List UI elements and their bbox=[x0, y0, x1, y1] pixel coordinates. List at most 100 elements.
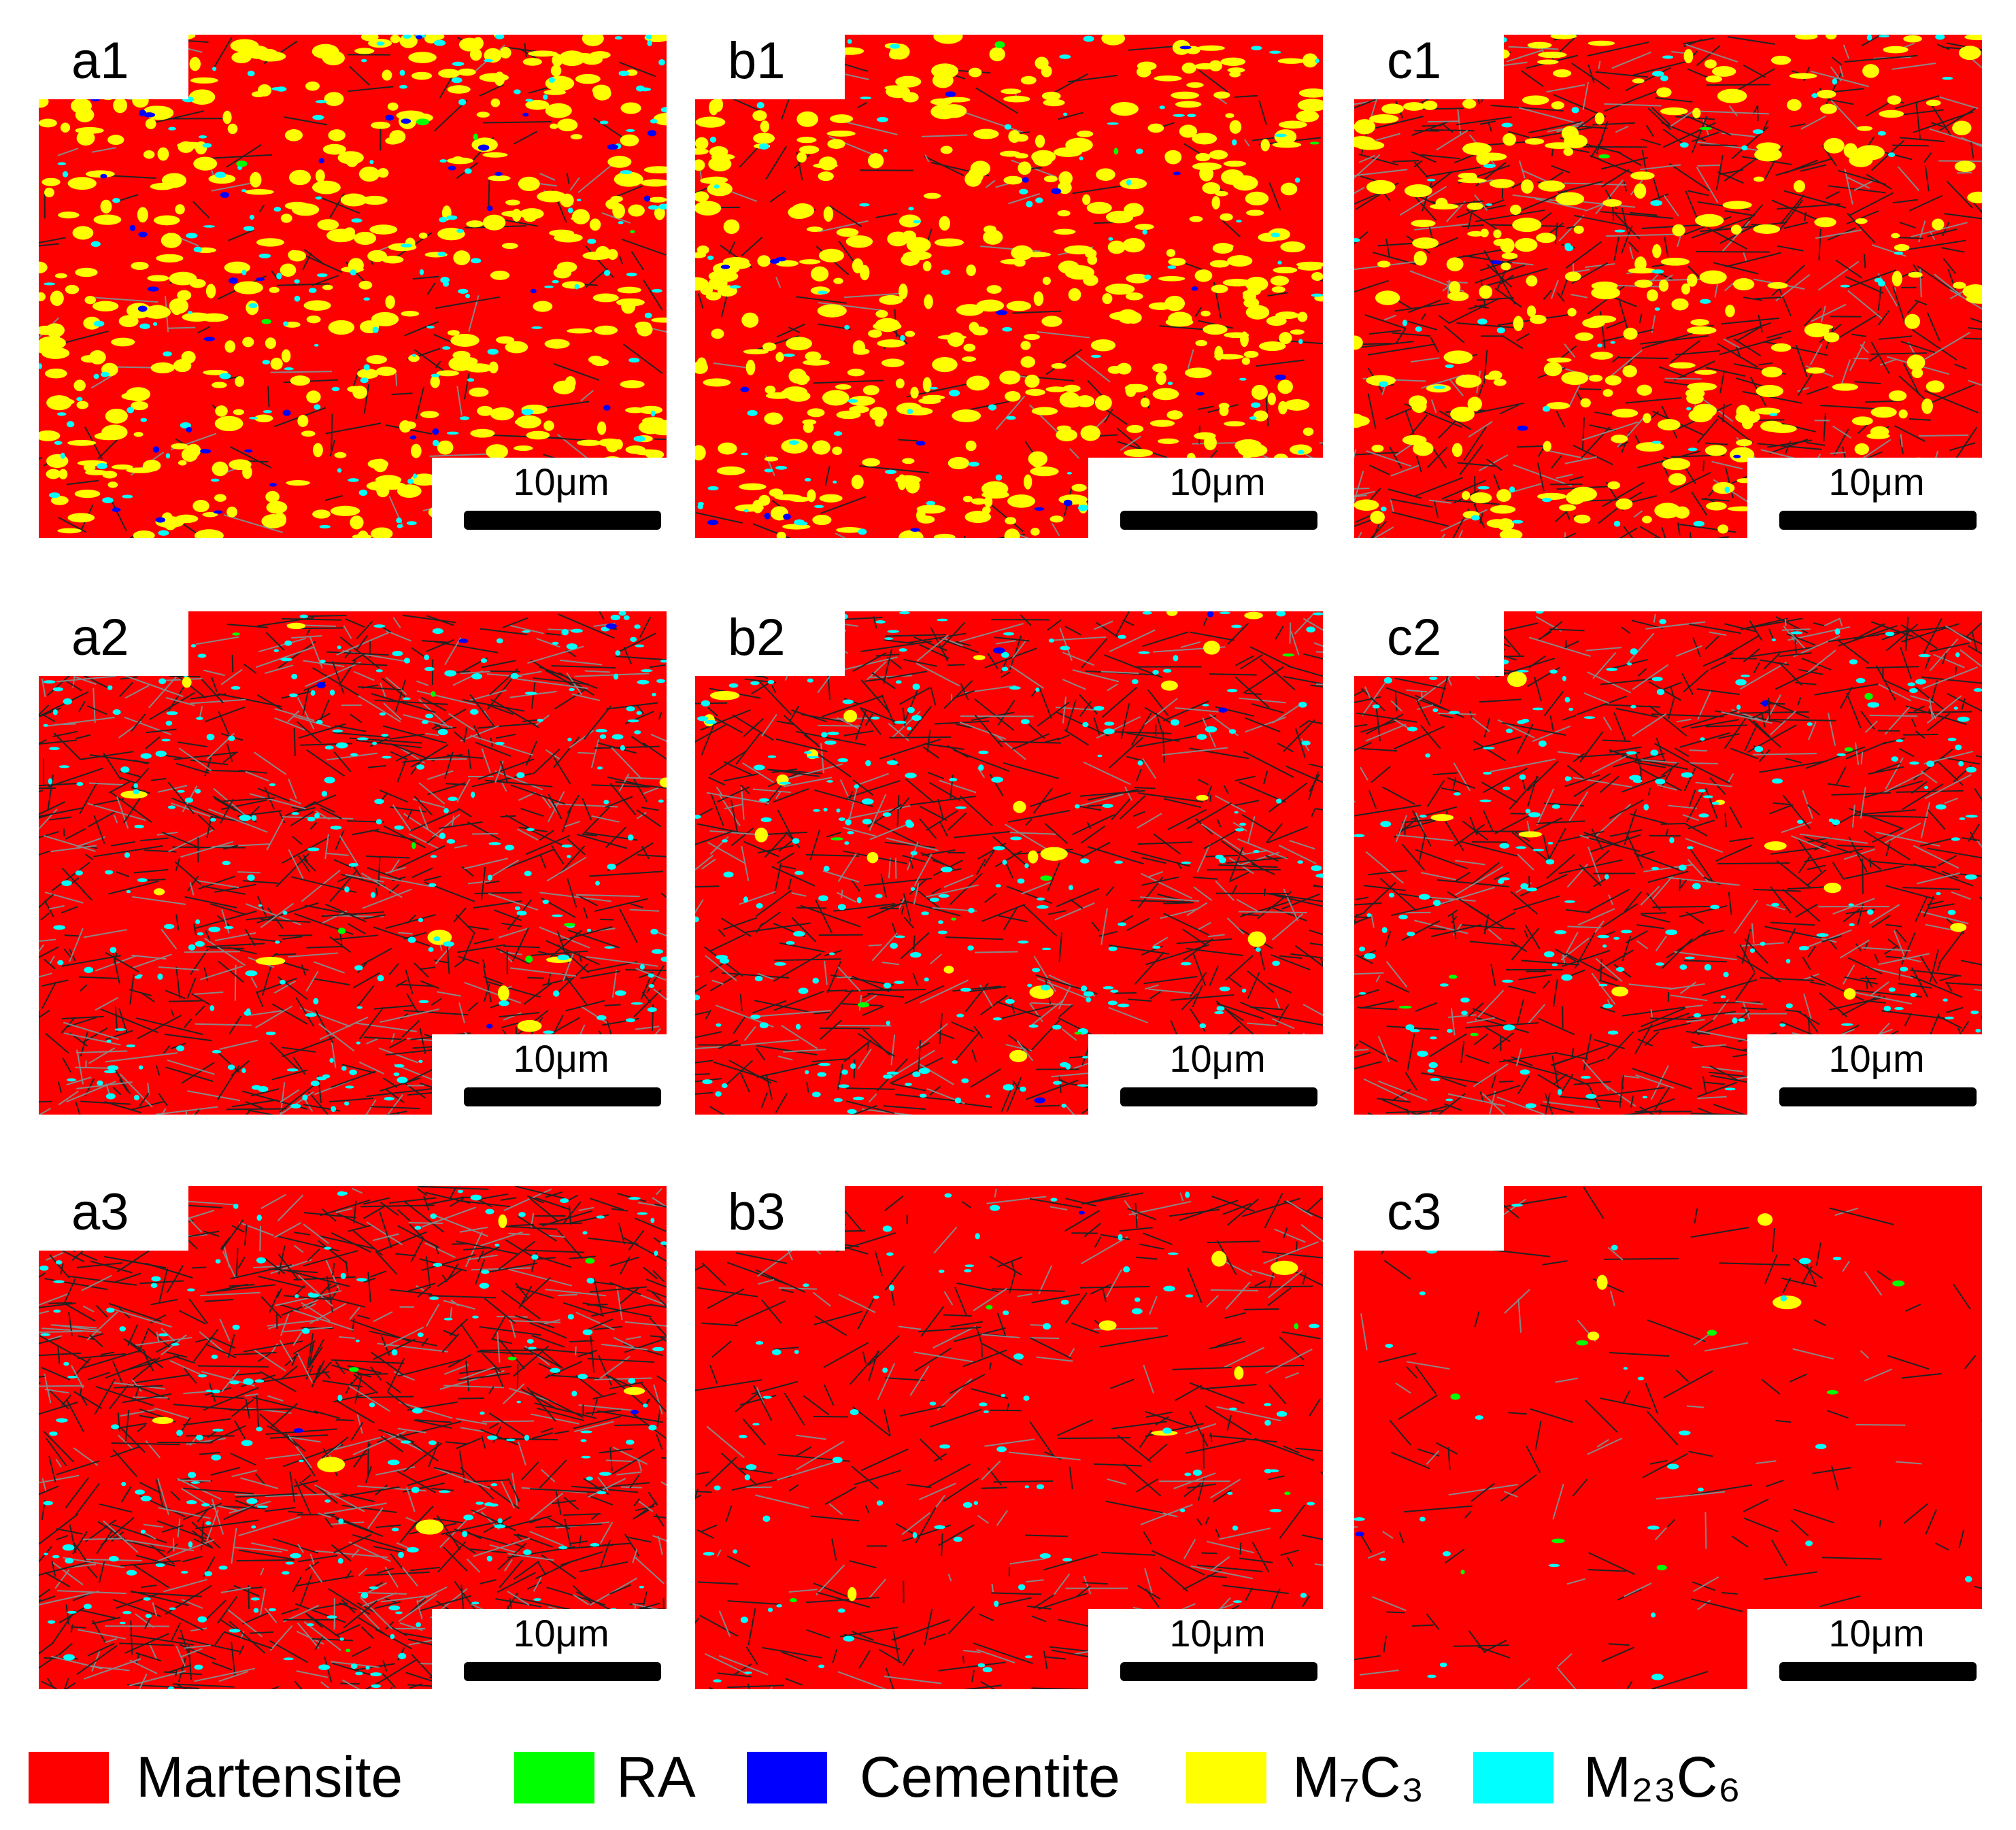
boundary bbox=[1244, 139, 1250, 147]
m23c6-particle bbox=[494, 741, 505, 745]
m7c3-particle bbox=[385, 137, 401, 145]
matrix bbox=[695, 611, 1323, 1115]
boundary bbox=[95, 996, 119, 1011]
boundary bbox=[488, 179, 490, 208]
m23c6-particle bbox=[610, 614, 620, 621]
boundary bbox=[366, 855, 410, 859]
m7c3-particle bbox=[1543, 362, 1562, 377]
boundary bbox=[363, 384, 370, 414]
m7c3-particle bbox=[358, 166, 380, 182]
boundary bbox=[1441, 479, 1486, 500]
m23c6-particle bbox=[402, 697, 411, 700]
boundary bbox=[401, 1081, 426, 1099]
m7c3-particle bbox=[208, 173, 236, 184]
boundary bbox=[204, 937, 246, 966]
boundary bbox=[1892, 63, 1936, 70]
boundary bbox=[1196, 921, 1211, 931]
boundary bbox=[1651, 875, 1675, 902]
m23c6-particle bbox=[912, 683, 920, 690]
boundary bbox=[941, 622, 966, 648]
m23c6-particle bbox=[658, 799, 664, 803]
boundary bbox=[1494, 871, 1510, 881]
m23c6-particle bbox=[1935, 35, 1945, 40]
m23c6-particle bbox=[241, 189, 247, 192]
scale-bar bbox=[1120, 511, 1317, 530]
boundary bbox=[1370, 520, 1388, 538]
m7c3-particle bbox=[1588, 375, 1603, 382]
m7c3-particle bbox=[648, 197, 667, 203]
boundary bbox=[1368, 1113, 1372, 1115]
boundary bbox=[1625, 67, 1671, 92]
boundary bbox=[564, 820, 581, 828]
m23c6-particle bbox=[416, 764, 424, 770]
m7c3-particle bbox=[1196, 794, 1209, 801]
m7c3-particle bbox=[1862, 64, 1879, 78]
boundary bbox=[1898, 166, 1920, 191]
boundary bbox=[357, 695, 401, 723]
m7c3-particle bbox=[967, 167, 984, 184]
boundary bbox=[390, 751, 408, 760]
boundary bbox=[409, 808, 460, 832]
m23c6-particle bbox=[126, 889, 131, 894]
m7c3-particle bbox=[922, 377, 932, 393]
m7c3-particle bbox=[653, 113, 667, 126]
boundary bbox=[167, 685, 186, 712]
m7c3-particle bbox=[1480, 228, 1489, 237]
m7c3-particle bbox=[1611, 435, 1628, 443]
m7c3-particle bbox=[190, 77, 218, 84]
boundary bbox=[633, 779, 648, 802]
m7c3-particle bbox=[1770, 55, 1792, 65]
m7c3-particle bbox=[1908, 271, 1923, 278]
boundary bbox=[1654, 743, 1690, 764]
boundary bbox=[1122, 619, 1135, 626]
boundary bbox=[41, 979, 69, 987]
boundary bbox=[1584, 203, 1603, 212]
boundary bbox=[193, 1108, 200, 1115]
m7c3-particle bbox=[101, 424, 128, 440]
boundary bbox=[929, 1085, 941, 1096]
phase-map bbox=[695, 35, 1323, 538]
boundary bbox=[974, 951, 1018, 953]
m7c3-particle bbox=[1354, 499, 1379, 511]
boundary bbox=[39, 801, 65, 815]
m23c6-particle bbox=[487, 875, 492, 881]
boundary bbox=[1442, 284, 1451, 292]
scale-bar bbox=[1120, 1087, 1317, 1106]
boundary bbox=[220, 668, 243, 685]
m7c3-particle bbox=[973, 655, 986, 660]
boundary bbox=[420, 980, 439, 989]
boundary bbox=[539, 926, 590, 949]
boundary bbox=[439, 74, 454, 99]
m23c6-particle bbox=[258, 904, 263, 907]
m23c6-particle bbox=[1227, 688, 1238, 693]
m7c3-particle bbox=[1449, 281, 1461, 294]
boundary bbox=[740, 784, 750, 795]
boundary bbox=[800, 904, 861, 928]
boundary bbox=[1190, 971, 1207, 998]
boundary bbox=[1108, 1006, 1148, 1023]
m23c6-particle bbox=[817, 290, 828, 294]
boundary bbox=[1234, 775, 1256, 782]
m7c3-particle bbox=[1274, 129, 1297, 145]
boundary bbox=[402, 753, 463, 763]
boundary bbox=[574, 673, 650, 677]
boundary bbox=[716, 786, 750, 803]
boundary bbox=[1836, 844, 1875, 848]
m23c6-particle bbox=[84, 966, 94, 973]
boundary bbox=[385, 677, 407, 696]
m23c6-particle bbox=[635, 644, 645, 647]
boundary bbox=[984, 647, 1037, 668]
boundary bbox=[495, 947, 530, 965]
boundary bbox=[1813, 622, 1826, 627]
boundary bbox=[660, 892, 667, 899]
m23c6-particle bbox=[709, 136, 717, 143]
boundary bbox=[1240, 654, 1263, 670]
m23c6-particle bbox=[1024, 863, 1029, 868]
m7c3-particle bbox=[41, 177, 61, 186]
m7c3-particle bbox=[1851, 416, 1873, 426]
m7c3-particle bbox=[695, 159, 705, 171]
m7c3-particle bbox=[1025, 388, 1045, 396]
boundary bbox=[299, 1007, 351, 1028]
m7c3-particle bbox=[1524, 138, 1545, 145]
m23c6-particle bbox=[354, 965, 363, 970]
